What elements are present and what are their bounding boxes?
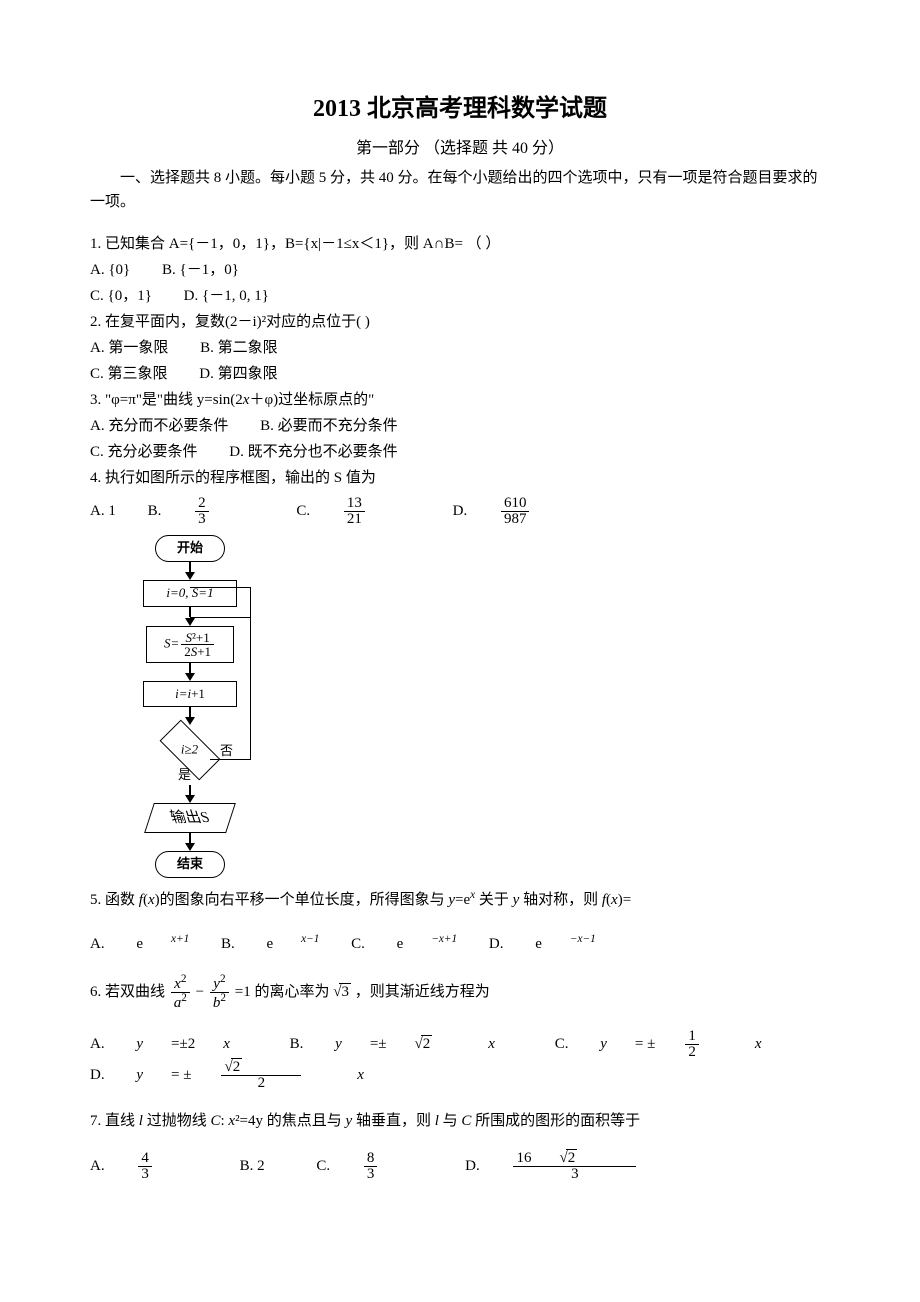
fc-incr: i=i+1	[143, 681, 237, 708]
q4-opt-c: C. 1321	[296, 503, 424, 519]
fc-calc-top-b: ²+1	[192, 630, 210, 645]
page-title: 2013 北京高考理科数学试题	[90, 90, 830, 128]
q2-options-row2: C. 第三象限 D. 第四象限	[90, 362, 830, 386]
q7-f: 与	[439, 1113, 462, 1129]
q6-c: ，则其渐近线方程为	[355, 984, 490, 1000]
q3-opt-a: A. 充分而不必要条件	[90, 418, 228, 434]
q7-C2: C	[461, 1113, 471, 1129]
q6-opt-a: A. y=±2x	[90, 1036, 262, 1052]
fc-cond-text: i≥2	[181, 740, 198, 761]
q7-a: 7. 直线	[90, 1113, 139, 1129]
section-intro: 一、选择题共 8 小题。每小题 5 分，共 40 分。在每个小题给出的四个选项中…	[90, 166, 830, 214]
fc-label-yes: 是	[178, 765, 191, 786]
q7-e: 轴垂直，则	[352, 1113, 435, 1129]
q5-opt-a: A. ex+1	[90, 936, 189, 952]
q2-opt-d: D. 第四象限	[199, 366, 277, 382]
q3-opt-d: D. 既不充分也不必要条件	[229, 444, 397, 460]
q4-b-den: 3	[195, 512, 209, 527]
q4-opt-d: D. 610987	[453, 503, 586, 519]
q3-text-a: 3. "φ=π"是"曲线 y=sin(2	[90, 392, 243, 408]
q5-opt-c: C. e−x+1	[351, 936, 457, 952]
q1-options-row2: C. {0，1} D. {－1, 0, 1}	[90, 284, 830, 308]
q5-opt-b: B. ex−1	[221, 936, 319, 952]
q4-d-label: D.	[453, 503, 468, 519]
q6-minus: −	[196, 984, 204, 1000]
fc-calc-bot-c: +1	[197, 644, 211, 659]
q4-c-label: C.	[296, 503, 310, 519]
q4-b-label: B.	[148, 503, 162, 519]
flowchart: 开始 i=0, S=1 S= S²+1 2S+1 i=i+1 i≥2 否 是 输…	[100, 535, 280, 878]
question-3: 3. "φ=π"是"曲线 y=sin(2x＋φ)过坐标原点的"	[90, 388, 830, 412]
q3-text-b: ＋φ)过坐标原点的"	[249, 392, 374, 408]
question-1: 1. 已知集合 A={－1，0，1}，B={x|－1≤x＜1}，则 A∩B= （…	[90, 232, 830, 256]
q5-x2: x	[611, 892, 618, 908]
fc-init: i=0, S=1	[143, 580, 237, 607]
q1-opt-c: C. {0，1}	[90, 288, 152, 304]
q4-opt-a: A. 1	[90, 503, 116, 519]
q6-opt-d: D. y= ±√22x	[90, 1067, 392, 1083]
q3-options-row2: C. 充分必要条件 D. 既不充分也不必要条件	[90, 440, 830, 464]
q4-b-num: 2	[195, 496, 209, 512]
fc-calc-eq: S=	[164, 635, 179, 650]
q5-c: )的图象向右平移一个单位长度，所得图象与	[155, 892, 449, 908]
q7-opt-a: A. 43	[90, 1158, 212, 1174]
q5-h: )=	[618, 892, 631, 908]
q5-e: 关于	[475, 892, 513, 908]
q5-a: 5. 函数	[90, 892, 139, 908]
q6-opt-b: B. y=±√2x	[290, 1036, 527, 1052]
q1-opt-a: A. {0}	[90, 262, 130, 278]
q4-c-den: 21	[344, 512, 365, 527]
q2-opt-c: C. 第三象限	[90, 366, 168, 382]
q4-c-num: 13	[344, 496, 365, 512]
question-6: 6. 若双曲线 x2 a2 − y2 b2 =1 的离心率为 √3 ，则其渐近线…	[90, 974, 830, 1011]
q7-g: 所围成的图形的面积等于	[471, 1113, 640, 1129]
q6-opt-c: C. y= ±12x	[555, 1036, 790, 1052]
q3-opt-b: B. 必要而不充分条件	[260, 418, 398, 434]
question-7: 7. 直线 l 过抛物线 C: x²=4y 的焦点且与 y 轴垂直，则 l 与 …	[90, 1109, 830, 1133]
q6-sqrt3: 3	[339, 983, 351, 1000]
q6-options: A. y=±2x B. y=±√2x C. y= ±12x D. y= ±√22…	[90, 1029, 830, 1091]
q4-d-num: 610	[501, 496, 530, 512]
fc-output: 输出S	[144, 803, 236, 833]
q7-opt-d: D. 16√23	[465, 1158, 692, 1174]
question-2: 2. 在复平面内，复数(2－i)²对应的点位于( )	[90, 310, 830, 334]
question-5: 5. 函数 f(x)的图象向右平移一个单位长度，所得图象与 y=ex 关于 y …	[90, 886, 830, 912]
fc-incr-a: i=i	[175, 686, 191, 701]
q2-opt-a: A. 第一象限	[90, 340, 168, 356]
q3-opt-c: C. 充分必要条件	[90, 444, 198, 460]
q4-opt-b: B. 23	[148, 503, 269, 519]
q7-C1: C	[210, 1113, 220, 1129]
q2-options-row1: A. 第一象限 B. 第二象限	[90, 336, 830, 360]
q7-opt-c: C. 83	[316, 1158, 437, 1174]
q5-x1: x	[148, 892, 155, 908]
q4-options: A. 1 B. 23 C. 1321 D. 610987	[90, 496, 830, 527]
q5-f: 轴对称，则	[519, 892, 602, 908]
q6-b: 的离心率为	[254, 984, 329, 1000]
q1-opt-b: B. {－1，0}	[162, 262, 239, 278]
q6-a: 6. 若双曲线	[90, 984, 165, 1000]
q7-d: ²=4y 的焦点且与	[235, 1113, 345, 1129]
fc-calc: S= S²+1 2S+1	[146, 626, 234, 663]
fc-end: 结束	[155, 851, 225, 878]
q6-eq: =1	[235, 984, 251, 1000]
q7-b: 过抛物线	[143, 1113, 211, 1129]
fc-init-i: i=0,	[166, 585, 191, 600]
q4-d-den: 987	[501, 512, 530, 527]
q1-options-row1: A. {0} B. {－1，0}	[90, 258, 830, 282]
q5-options: A. ex+1 B. ex−1 C. e−x+1 D. e−x−1	[90, 930, 830, 956]
q7-options: A. 43 B. 2 C. 83 D. 16√23	[90, 1151, 830, 1182]
q1-opt-d: D. {－1, 0, 1}	[184, 288, 269, 304]
section-subtitle: 第一部分 （选择题 共 40 分）	[90, 136, 830, 162]
q7-opt-b: B. 2	[240, 1158, 265, 1174]
fc-start: 开始	[155, 535, 225, 562]
q5-opt-d: D. e−x−1	[489, 936, 596, 952]
question-4: 4. 执行如图所示的程序框图，输出的 S 值为	[90, 466, 830, 490]
fc-incr-b: +1	[191, 686, 205, 701]
q2-opt-b: B. 第二象限	[200, 340, 278, 356]
q3-options-row1: A. 充分而不必要条件 B. 必要而不充分条件	[90, 414, 830, 438]
q5-d: =e	[455, 892, 470, 908]
